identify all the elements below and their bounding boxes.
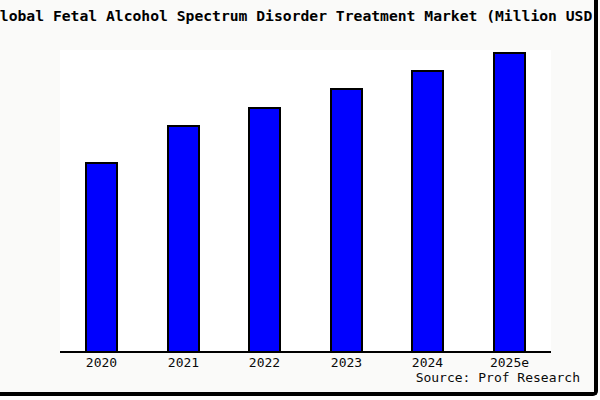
- bar-2025e: [493, 52, 526, 351]
- bar-2020: [85, 162, 118, 351]
- bar-2023: [330, 88, 363, 351]
- plot-area: [60, 50, 551, 353]
- x-tick-label-2020: 2020: [86, 356, 117, 369]
- x-tick-label-2025e: 2025e: [490, 356, 529, 369]
- bar-2024: [411, 70, 444, 351]
- bar-2021: [167, 125, 200, 351]
- x-tick-label-2024: 2024: [412, 356, 443, 369]
- x-tick-label-2023: 2023: [331, 356, 362, 369]
- source-note: Source: Prof Research: [416, 371, 580, 385]
- x-tick-label-2021: 2021: [168, 356, 199, 369]
- bar-2022: [248, 107, 281, 351]
- chart-title: Global Fetal Alcohol Spectrum Disorder T…: [0, 7, 598, 24]
- chart-card: Global Fetal Alcohol Spectrum Disorder T…: [0, 0, 598, 396]
- x-tick-label-2022: 2022: [249, 356, 280, 369]
